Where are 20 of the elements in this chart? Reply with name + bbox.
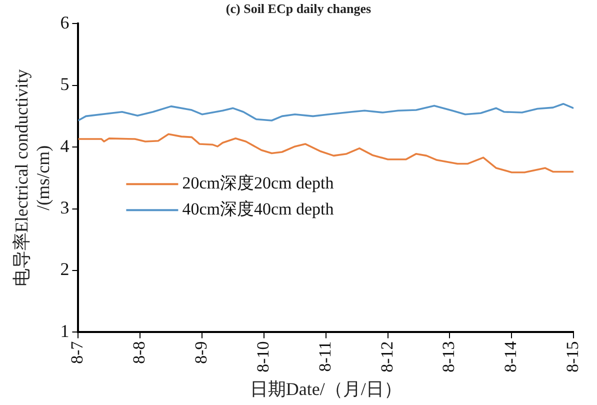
y-tick-label: 2 xyxy=(60,259,70,280)
legend-label: 20cm深度20cm depth xyxy=(182,174,334,193)
x-tick-label: 8-11 xyxy=(315,341,334,372)
y-tick-label: 5 xyxy=(60,74,70,94)
x-tick-label: 8-9 xyxy=(192,341,211,364)
x-tick-label: 8-8 xyxy=(130,341,149,364)
x-tick-label: 8-14 xyxy=(501,340,520,372)
y-tick-label: 6 xyxy=(60,12,70,32)
y-tick-label: 4 xyxy=(60,136,70,156)
chart-title: (c) Soil ECp daily changes xyxy=(226,1,372,16)
x-tick-label: 8-10 xyxy=(253,341,272,372)
y-axis-title: 电导率Electrical conductivity /(ms/cm) xyxy=(12,69,54,287)
y-tick-label: 3 xyxy=(60,198,70,218)
y-tick-label: 1 xyxy=(60,320,70,341)
x-axis-title: 日期Date/（月/日） xyxy=(250,378,402,399)
x-tick-label: 8-7 xyxy=(68,340,87,364)
legend-label: 40cm深度40cm depth xyxy=(182,200,334,219)
x-tick-label: 8-15 xyxy=(563,341,582,372)
x-tick-label: 8-12 xyxy=(377,341,396,372)
x-tick-label: 8-13 xyxy=(439,341,458,372)
